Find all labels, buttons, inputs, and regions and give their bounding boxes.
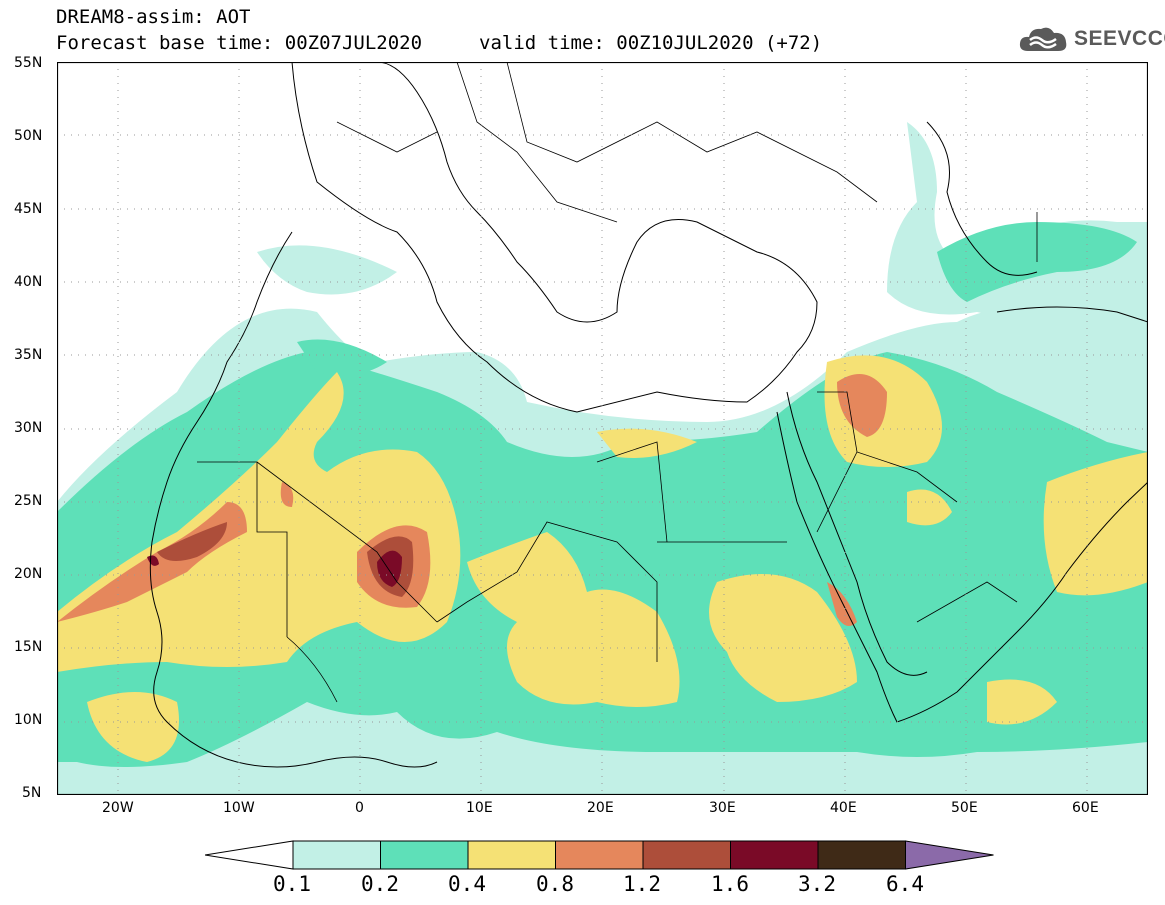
lat-label: 10N [14, 712, 43, 728]
aot-level-1.6-area [147, 550, 402, 587]
lon-label: 30E [709, 800, 736, 816]
cloud-icon [1019, 27, 1067, 51]
colorbar-segment [380, 840, 469, 870]
coastlines [149, 62, 1148, 768]
lon-label: 40E [830, 800, 857, 816]
colorbar-tick-label: 1.6 [711, 872, 749, 896]
lon-label: 10E [466, 800, 493, 816]
lon-label: 10W [223, 800, 255, 816]
colorbar-tick-label: 0.1 [273, 872, 311, 896]
colorbar-segment [555, 840, 644, 870]
lon-label: 0 [355, 800, 364, 816]
forecast-base-time: Forecast base time: 00Z07JUL2020 [56, 32, 423, 54]
colorbar-tick-label: 0.2 [361, 872, 399, 896]
colorbar-segment [205, 840, 294, 870]
lat-label: 40N [14, 274, 43, 290]
lat-label: 35N [14, 347, 43, 363]
lat-label: 5N [22, 785, 42, 801]
lat-label: 20N [14, 566, 43, 582]
map-frame [57, 62, 1148, 795]
lon-label: 20W [102, 800, 134, 816]
colorbar-segment [817, 840, 906, 870]
country-borders [197, 62, 1038, 703]
lat-label: 55N [14, 55, 43, 71]
colorbar-segment [905, 840, 994, 870]
colorbar-segment [292, 840, 381, 870]
logo-text: SEEVCCC [1074, 27, 1165, 50]
colorbar-tick-label: 1.2 [623, 872, 661, 896]
lat-label: 50N [14, 128, 43, 144]
colorbar-segment [642, 840, 731, 870]
seevccc-logo: SEEVCCC [1018, 22, 1165, 56]
colorbar-tick-label: 0.4 [448, 872, 486, 896]
lat-label: 30N [14, 420, 43, 436]
colorbar-segment [467, 840, 556, 870]
lat-label: 45N [14, 201, 43, 217]
lat-label: 25N [14, 493, 43, 509]
colorbar-tick-label: 6.4 [886, 872, 924, 896]
product-title: DREAM8-assim: AOT [56, 6, 251, 28]
valid-time: valid time: 00Z10JUL2020 (+72) [479, 32, 823, 54]
aot-colorbar [205, 840, 994, 870]
lon-label: 50E [951, 800, 978, 816]
colorbar-segment [730, 840, 819, 870]
lon-label: 20E [587, 800, 614, 816]
colorbar-tick-label: 3.2 [798, 872, 836, 896]
colorbar-tick-label: 0.8 [536, 872, 574, 896]
aot-map [57, 62, 1148, 795]
lat-label: 15N [14, 639, 43, 655]
lon-label: 60E [1072, 800, 1099, 816]
